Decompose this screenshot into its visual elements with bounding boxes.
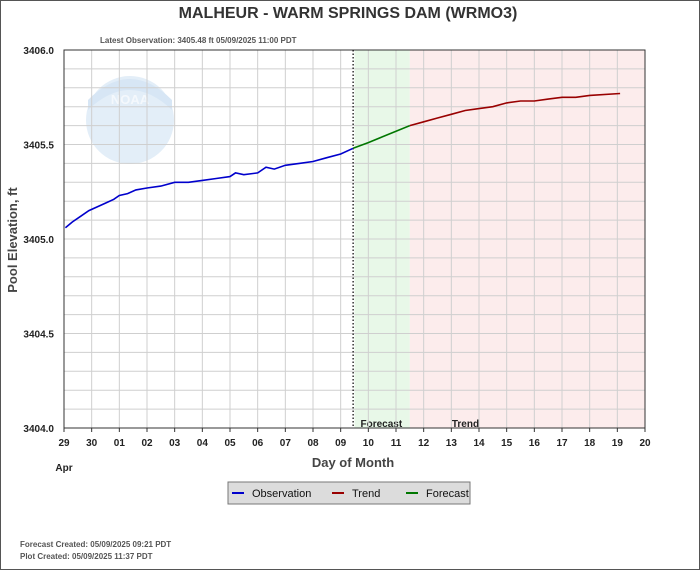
legend-label-observation: Observation <box>252 488 311 500</box>
x-tick-label: 29 <box>58 438 70 449</box>
x-tick-label: 11 <box>391 438 402 449</box>
x-tick-label: 10 <box>363 438 375 449</box>
noaa-logo: NOAA <box>86 76 174 164</box>
x-tick-label: 30 <box>86 438 98 449</box>
legend-label-forecast: Forecast <box>426 488 469 500</box>
x-tick-label: 13 <box>446 438 458 449</box>
x-tick-label: 08 <box>307 438 319 449</box>
y-tick-label: 3406.0 <box>23 46 54 57</box>
x-tick-label: 16 <box>529 438 541 449</box>
x-tick-label: 20 <box>639 438 651 449</box>
y-axis-label: Pool Elevation, ft <box>5 187 20 293</box>
x-tick-label: 09 <box>335 438 347 449</box>
x-tick-label: 01 <box>114 438 126 449</box>
legend: Observation Trend Forecast <box>227 481 471 505</box>
plot-created: Plot Created: 05/09/2025 11:37 PDT <box>20 552 153 561</box>
month-label: Apr <box>55 463 72 474</box>
x-tick-label: 15 <box>501 438 513 449</box>
y-tick-label: 3405.5 <box>23 141 54 152</box>
chart-title: MALHEUR - WARM SPRINGS DAM (WRMO3) <box>179 5 518 22</box>
x-tick-label: 19 <box>612 438 624 449</box>
plot-border <box>63 49 646 429</box>
x-tick-label: 18 <box>584 438 596 449</box>
forecast-created: Forecast Created: 05/09/2025 09:21 PDT <box>20 540 171 549</box>
x-tick-label: 04 <box>197 438 209 449</box>
zone-label-trend: Trend <box>452 419 479 430</box>
x-tick-label: 03 <box>169 438 181 449</box>
x-tick-label: 05 <box>224 438 236 449</box>
x-tick-label: 02 <box>141 438 153 449</box>
y-tick-label: 3405.0 <box>23 235 54 246</box>
legend-box <box>227 481 471 505</box>
zone-label-forecast: Forecast <box>361 419 403 430</box>
svg-text:NOAA: NOAA <box>111 92 150 107</box>
x-tick-label: 12 <box>418 438 430 449</box>
x-tick-label: 07 <box>280 438 292 449</box>
legend-label-trend: Trend <box>352 488 380 500</box>
series-forecast-line <box>352 124 411 150</box>
y-tick-label: 3404.5 <box>23 330 54 341</box>
y-tick-label: 3404.0 <box>23 424 54 435</box>
latest-observation: Latest Observation: 3405.48 ft 05/09/202… <box>100 36 297 45</box>
series-observation-line <box>64 147 354 229</box>
series-trend-line <box>409 92 621 127</box>
x-tick-label: 06 <box>252 438 264 449</box>
x-tick-label: 14 <box>473 438 485 449</box>
x-axis-label: Day of Month <box>312 455 394 470</box>
x-tick-label: 17 <box>556 438 568 449</box>
